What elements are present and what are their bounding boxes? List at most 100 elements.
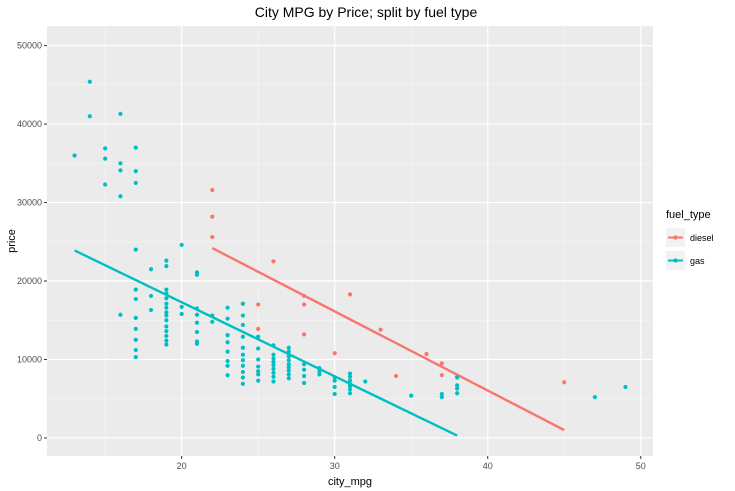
point-gas (347, 391, 353, 396)
point-gas (286, 349, 291, 354)
point-gas (225, 358, 230, 364)
point-gas (118, 168, 123, 173)
point-diesel (347, 292, 353, 297)
point-gas (210, 319, 215, 324)
point-gas (317, 369, 322, 374)
point-diesel (424, 351, 429, 357)
point-gas (286, 358, 291, 363)
point-gas (271, 374, 276, 379)
point-gas (256, 372, 261, 377)
x-axis-ticks: 20 30 40 50 (177, 456, 646, 471)
point-gas (240, 375, 245, 380)
point-diesel (332, 351, 337, 356)
point-gas (194, 312, 200, 317)
point-gas (194, 320, 200, 325)
point-gas (455, 386, 460, 391)
x-axis-title: city_mpg (328, 476, 372, 488)
point-diesel (301, 302, 307, 307)
x-tick-label: 40 (483, 461, 493, 471)
point-gas (72, 153, 77, 158)
point-gas (164, 338, 169, 343)
point-gas (164, 310, 169, 315)
point-diesel (301, 332, 307, 337)
point-gas (225, 333, 230, 338)
x-tick-label: 30 (330, 461, 340, 471)
point-gas (286, 362, 291, 367)
point-gas (194, 306, 200, 311)
point-gas (286, 372, 291, 377)
point-gas (347, 387, 353, 392)
point-gas (225, 373, 230, 378)
fit-line-diesel (211, 246, 565, 432)
point-gas (133, 347, 138, 353)
y-tick-label: 50000 (17, 41, 42, 51)
point-gas (271, 356, 276, 361)
point-gas (164, 305, 169, 310)
point-gas (133, 337, 138, 342)
point-gas (332, 391, 337, 397)
point-diesel (439, 361, 444, 366)
y-tick-label: 20000 (17, 276, 42, 286)
y-tick-label: 10000 (17, 354, 42, 364)
point-gas (133, 287, 138, 292)
point-gas (347, 371, 353, 376)
point-gas (623, 384, 628, 390)
point-gas (240, 363, 245, 368)
point-diesel (301, 293, 307, 299)
legend-point-diesel (673, 235, 678, 240)
point-gas (148, 307, 154, 313)
point-gas (164, 324, 169, 329)
point-gas (317, 372, 322, 377)
point-gas (103, 156, 108, 161)
point-gas (240, 358, 245, 363)
point-diesel (562, 380, 567, 385)
y-tick-label: 40000 (17, 119, 42, 129)
point-gas (240, 313, 245, 318)
point-gas (194, 272, 200, 277)
fit-line-gas (74, 249, 458, 437)
point-gas (133, 355, 138, 360)
point-gas (256, 369, 261, 374)
point-gas (164, 333, 169, 339)
point-gas (455, 375, 460, 380)
point-gas (225, 316, 230, 321)
point-gas (133, 296, 138, 302)
point-gas (286, 376, 291, 381)
point-gas (164, 318, 169, 323)
point-gas (148, 267, 154, 272)
point-diesel (256, 302, 261, 307)
point-gas (455, 383, 460, 388)
point-gas (332, 378, 337, 383)
point-gas (256, 334, 261, 339)
legend-point-gas (673, 258, 678, 263)
point-gas (87, 79, 92, 84)
point-gas (103, 146, 108, 151)
point-gas (210, 313, 215, 318)
point-gas (439, 391, 444, 397)
point-gas (164, 264, 169, 269)
point-gas (271, 352, 276, 357)
point-gas (347, 384, 353, 389)
major-gridlines (47, 26, 653, 456)
y-axis-ticks: 0 10000 20000 30000 40000 50000 (17, 41, 47, 443)
point-gas (271, 343, 276, 348)
point-gas (271, 370, 276, 375)
point-gas (133, 180, 138, 186)
point-gas (240, 352, 245, 357)
point-gas (118, 111, 123, 116)
point-gas (118, 312, 123, 317)
point-gas (347, 374, 353, 379)
point-gas (271, 379, 276, 384)
point-gas (409, 393, 414, 398)
point-gas (455, 391, 460, 396)
point-gas (301, 373, 307, 379)
point-diesel (439, 373, 444, 378)
point-gas (240, 345, 245, 350)
y-axis-title: price (6, 229, 18, 253)
point-diesel (210, 187, 215, 193)
point-gas (332, 375, 337, 380)
point-gas (118, 161, 123, 166)
point-gas (87, 114, 92, 119)
point-gas (164, 258, 169, 263)
point-gas (164, 329, 169, 334)
